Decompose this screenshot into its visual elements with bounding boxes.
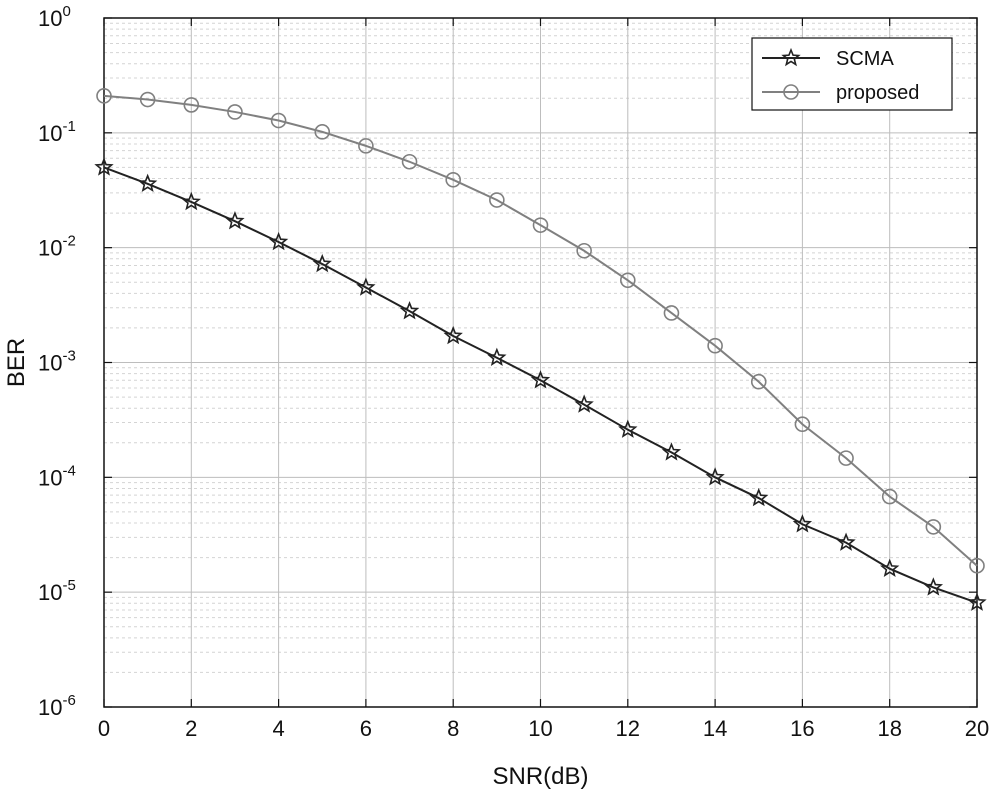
star-marker: [94, 157, 114, 176]
circle-marker: [838, 450, 854, 466]
legend-box: [751, 37, 953, 111]
star-marker: [749, 487, 769, 507]
circle-marker: [489, 192, 505, 208]
x-tick-label: 0: [98, 716, 110, 741]
x-tick-label: 4: [272, 716, 284, 741]
star-marker: [661, 442, 682, 461]
circle-marker: [663, 305, 680, 321]
circle-marker: [925, 519, 942, 535]
x-tick-label: 16: [790, 716, 814, 741]
tick-marks: [103, 17, 978, 708]
circle-marker: [576, 242, 592, 259]
star-marker: [967, 592, 987, 611]
legend-label-scma: SCMA: [836, 48, 894, 70]
star-marker: [836, 532, 856, 551]
circle-marker: [183, 97, 200, 113]
y-tick-label: 10-2: [38, 233, 76, 261]
star-marker: [137, 173, 158, 193]
star-marker: [705, 467, 725, 486]
star-marker: [487, 347, 507, 366]
star-marker: [574, 394, 594, 413]
star-marker: [781, 47, 801, 67]
star-marker: [399, 300, 420, 320]
x-tick-label: 18: [877, 716, 901, 741]
star-marker: [312, 253, 332, 273]
circle-marker: [401, 153, 418, 170]
y-axis-label: BER: [3, 338, 30, 387]
y-tick-label: 10-4: [38, 462, 76, 490]
circle-marker: [881, 488, 898, 505]
circle-marker: [270, 112, 287, 129]
star-marker: [181, 191, 201, 211]
circle-marker: [227, 104, 243, 120]
circle-marker: [96, 88, 112, 104]
circle-marker: [358, 138, 374, 154]
circle-marker: [445, 171, 462, 188]
circle-marker: [750, 373, 767, 390]
x-tick-label: 20: [965, 716, 989, 741]
y-tick-label: 10-3: [38, 348, 76, 376]
star-marker: [443, 325, 463, 345]
star-marker: [530, 370, 551, 389]
legend-label-proposed: proposed: [836, 82, 919, 104]
x-tick-label: 6: [360, 716, 372, 741]
circle-marker: [969, 557, 985, 574]
star-marker: [268, 231, 289, 251]
circle-marker: [139, 91, 156, 108]
y-tick-label: 100: [38, 3, 71, 31]
star-marker: [356, 277, 376, 296]
star-marker: [880, 558, 900, 577]
y-tick-label: 10-1: [38, 118, 76, 146]
circle-marker: [532, 217, 549, 233]
legend-marker-circle: [783, 84, 799, 100]
y-tick-label: 10-5: [38, 577, 76, 605]
series-scma: [94, 157, 987, 611]
x-tick-label: 2: [185, 716, 197, 741]
x-tick-label: 12: [616, 716, 640, 741]
legend: SCMA proposed: [751, 37, 953, 111]
x-tick-label: 14: [703, 716, 727, 741]
circle-marker: [794, 416, 811, 433]
circle-marker: [783, 84, 799, 100]
star-marker: [225, 211, 245, 230]
circle-marker: [314, 124, 331, 140]
series-layer: [94, 88, 987, 611]
y-tick-labels: 100 10-1 10-2 10-3 10-4 10-5 10-6: [38, 3, 76, 720]
legend-marker-star: [781, 47, 801, 67]
star-marker: [792, 514, 813, 533]
x-axis-label: SNR(dB): [492, 763, 588, 790]
circle-marker: [619, 272, 636, 289]
star-marker: [923, 577, 944, 596]
series-line-proposed: [103, 94, 978, 567]
series-line-scma: [103, 166, 978, 604]
x-tick-labels: 0 2 4 6 8 10 12 14 16 18 20: [98, 716, 989, 741]
x-tick-label: 10: [528, 716, 552, 741]
y-tick-label: 10-6: [38, 692, 76, 720]
star-marker: [618, 419, 638, 438]
circle-marker: [707, 337, 723, 354]
series-proposed: [96, 88, 985, 574]
x-tick-label: 8: [447, 716, 459, 741]
